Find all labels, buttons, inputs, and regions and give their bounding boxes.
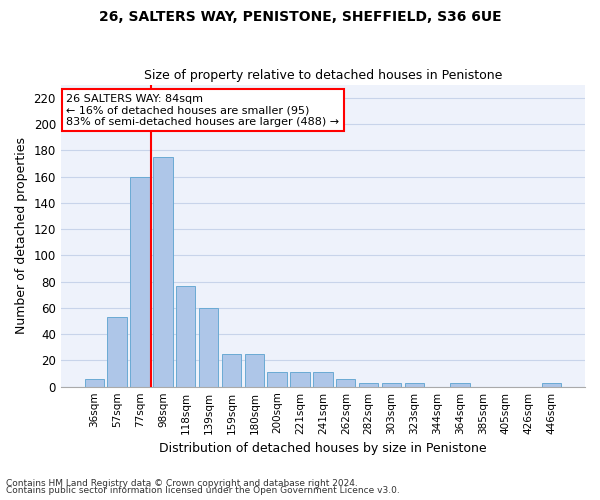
Bar <box>268 372 287 386</box>
Bar <box>451 382 470 386</box>
Y-axis label: Number of detached properties: Number of detached properties <box>15 137 28 334</box>
X-axis label: Distribution of detached houses by size in Penistone: Distribution of detached houses by size … <box>159 442 487 455</box>
Title: Size of property relative to detached houses in Penistone: Size of property relative to detached ho… <box>144 69 502 82</box>
Text: Contains public sector information licensed under the Open Government Licence v3: Contains public sector information licen… <box>6 486 400 495</box>
Bar <box>130 176 150 386</box>
Text: 26, SALTERS WAY, PENISTONE, SHEFFIELD, S36 6UE: 26, SALTERS WAY, PENISTONE, SHEFFIELD, S… <box>98 10 502 24</box>
Bar <box>153 157 173 386</box>
Bar <box>404 382 424 386</box>
Text: Contains HM Land Registry data © Crown copyright and database right 2024.: Contains HM Land Registry data © Crown c… <box>6 478 358 488</box>
Bar <box>542 382 561 386</box>
Bar <box>199 308 218 386</box>
Bar <box>222 354 241 386</box>
Bar <box>313 372 332 386</box>
Bar <box>176 286 196 386</box>
Bar <box>382 382 401 386</box>
Bar <box>107 317 127 386</box>
Bar <box>245 354 264 386</box>
Bar <box>336 379 355 386</box>
Bar <box>359 382 379 386</box>
Bar <box>290 372 310 386</box>
Bar <box>85 379 104 386</box>
Text: 26 SALTERS WAY: 84sqm
← 16% of detached houses are smaller (95)
83% of semi-deta: 26 SALTERS WAY: 84sqm ← 16% of detached … <box>66 94 339 127</box>
